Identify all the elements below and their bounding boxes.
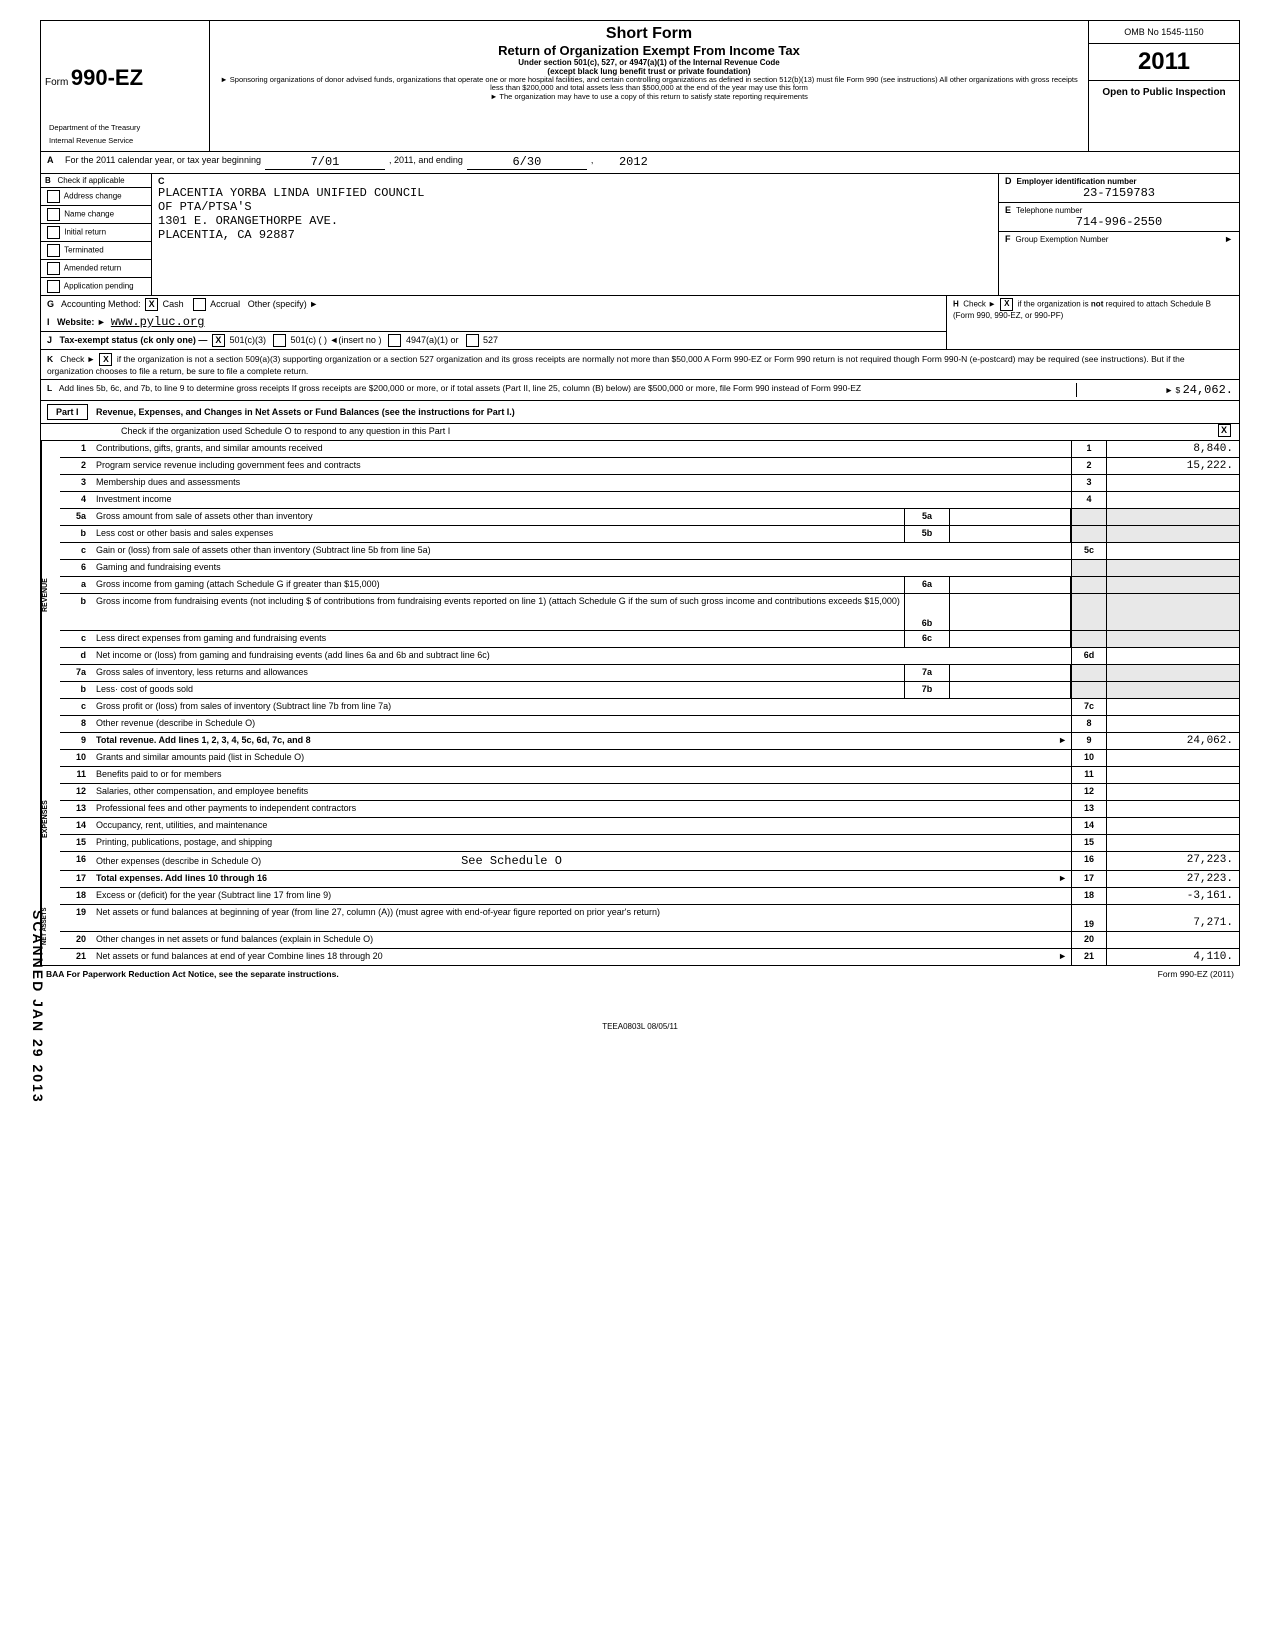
- h-check: X: [1000, 298, 1013, 311]
- gji-left: G Accounting Method: X Cash Accrual Othe…: [41, 296, 946, 349]
- part1-check-row: Check if the organization used Schedule …: [41, 424, 1239, 441]
- footer-code: TEEA0803L 08/05/11: [40, 1022, 1240, 1031]
- tel-label: Telephone number: [1016, 206, 1082, 215]
- expenses-label: EXPENSES: [41, 750, 60, 888]
- header-left: Form 990-EZ Department of the Treasury I…: [41, 21, 210, 151]
- header: Form 990-EZ Department of the Treasury I…: [41, 21, 1239, 152]
- form-prefix: Form: [45, 77, 68, 88]
- baa: BAA For Paperwork Reduction Act Notice, …: [46, 969, 339, 979]
- cash-check: X: [145, 298, 158, 311]
- netassets-section: NET ASSETS 18Excess or (deficit) for the…: [41, 888, 1239, 965]
- check-terminated: Terminated: [41, 242, 151, 260]
- check-name: Name change: [41, 206, 151, 224]
- form-990ez: Form 990-EZ Department of the Treasury I…: [40, 20, 1240, 966]
- line16-val: 27,223.: [1106, 852, 1239, 870]
- a-date2: 6/30: [467, 155, 587, 170]
- part1-title: Revenue, Expenses, and Changes in Net As…: [96, 407, 515, 417]
- part1-check-text: Check if the organization used Schedule …: [41, 424, 1209, 440]
- row-gijh: G Accounting Method: X Cash Accrual Othe…: [41, 296, 1239, 350]
- cell-d: D Employer identification number 23-7159…: [999, 174, 1239, 203]
- a-date1: 7/01: [265, 155, 385, 170]
- part1-check: X: [1218, 424, 1231, 437]
- title-short: Short Form: [218, 25, 1080, 43]
- footer: BAA For Paperwork Reduction Act Notice, …: [40, 966, 1240, 982]
- check-amended: Amended return: [41, 260, 151, 278]
- col-b: B Check if applicable Address change Nam…: [41, 174, 152, 295]
- a-year-end: 2012: [593, 155, 673, 170]
- form-number: 990-EZ: [71, 65, 143, 90]
- note2: ► The organization may have to use a cop…: [218, 93, 1080, 101]
- k-check: X: [99, 353, 112, 366]
- org-name1: PLACENTIA YORBA LINDA UNIFIED COUNCIL: [158, 186, 992, 200]
- row-g: G Accounting Method: X Cash Accrual Othe…: [41, 296, 946, 313]
- 501c3-check: X: [212, 334, 225, 347]
- irs: Internal Revenue Service: [45, 134, 213, 147]
- ein: 23-7159783: [1005, 186, 1233, 200]
- line17-val: 27,223.: [1106, 871, 1239, 887]
- line19-val: 7,271.: [1106, 905, 1239, 931]
- label-e: E: [1005, 205, 1011, 215]
- expenses-section: EXPENSES 10Grants and similar amounts pa…: [41, 750, 1239, 888]
- line18-val: -3,161.: [1106, 888, 1239, 904]
- row-i: I Website: ► www.pyluc.org: [41, 313, 946, 331]
- header-right: OMB No 1545-1150 2011 Open to Public Ins…: [1088, 21, 1239, 151]
- b-header: B Check if applicable: [41, 174, 151, 188]
- line1-val: 8,840.: [1106, 441, 1239, 457]
- website: www.pyluc.org: [111, 315, 205, 329]
- row-h: H Check ► X if the organization is not r…: [946, 296, 1239, 349]
- check-initial: Initial return: [41, 224, 151, 242]
- tax-year: 2011: [1089, 44, 1239, 81]
- revenue-label: REVENUE: [41, 441, 60, 750]
- label-f: F: [1005, 234, 1011, 244]
- check-pending: Application pending: [41, 278, 151, 295]
- label-a: A: [47, 155, 65, 170]
- line9-val: 24,062.: [1106, 733, 1239, 749]
- l-amount: 24,062.: [1183, 383, 1233, 397]
- check-address: Address change: [41, 188, 151, 206]
- cell-e: E Telephone number 714-996-2550: [999, 203, 1239, 232]
- scanned-stamp: SCANNED JAN 29 2013: [30, 910, 46, 1104]
- title-return: Return of Organization Exempt From Incom…: [218, 43, 1080, 58]
- group-label: Group Exemption Number: [1016, 235, 1109, 244]
- part1-label: Part I: [47, 404, 88, 420]
- org-city: PLACENTIA, CA 92887: [158, 228, 992, 242]
- org-address: 1301 E. ORANGETHORPE AVE.: [158, 214, 992, 228]
- dept: Department of the Treasury: [45, 121, 213, 134]
- a-text2: , 2011, and ending: [389, 155, 463, 170]
- row-l: L Add lines 5b, 6c, and 7b, to line 9 to…: [41, 380, 1239, 401]
- label-c: C: [158, 176, 165, 186]
- form-ref: Form 990-EZ (2011): [1158, 969, 1234, 979]
- cell-f: F Group Exemption Number ►: [999, 232, 1239, 246]
- part1-header: Part I Revenue, Expenses, and Changes in…: [41, 401, 1239, 424]
- col-c: C PLACENTIA YORBA LINDA UNIFIED COUNCIL …: [152, 174, 999, 295]
- row-a: A For the 2011 calendar year, or tax yea…: [41, 152, 1239, 174]
- omb: OMB No 1545-1150: [1089, 21, 1239, 44]
- open-public: Open to Public Inspection: [1089, 81, 1239, 104]
- line21-val: 4,110.: [1106, 949, 1239, 965]
- header-center: Short Form Return of Organization Exempt…: [210, 21, 1088, 151]
- org-name2: OF PTA/PTSA'S: [158, 200, 992, 214]
- ein-label: Employer identification number: [1017, 177, 1137, 186]
- label-d: D: [1005, 176, 1012, 186]
- label-b: B: [45, 176, 51, 185]
- tel: 714-996-2550: [1005, 215, 1233, 229]
- row-j: J Tax-exempt status (ck only one) — X 50…: [41, 331, 946, 349]
- arrow: ►: [1224, 234, 1233, 244]
- see-schedule: See Schedule O: [461, 854, 562, 868]
- section-bcdef: B Check if applicable Address change Nam…: [41, 174, 1239, 296]
- col-def: D Employer identification number 23-7159…: [999, 174, 1239, 295]
- row-k: K Check ► X if the organization is not a…: [41, 350, 1239, 380]
- a-text1: For the 2011 calendar year, or tax year …: [65, 155, 261, 170]
- check-if: Check if applicable: [57, 176, 124, 185]
- accrual-check: [193, 298, 206, 311]
- revenue-section: REVENUE 1Contributions, gifts, grants, a…: [41, 441, 1239, 750]
- subtitle1: Under section 501(c), 527, or 4947(a)(1)…: [218, 58, 1080, 67]
- note1: ► Sponsoring organizations of donor advi…: [218, 76, 1080, 93]
- line2-val: 15,222.: [1106, 458, 1239, 474]
